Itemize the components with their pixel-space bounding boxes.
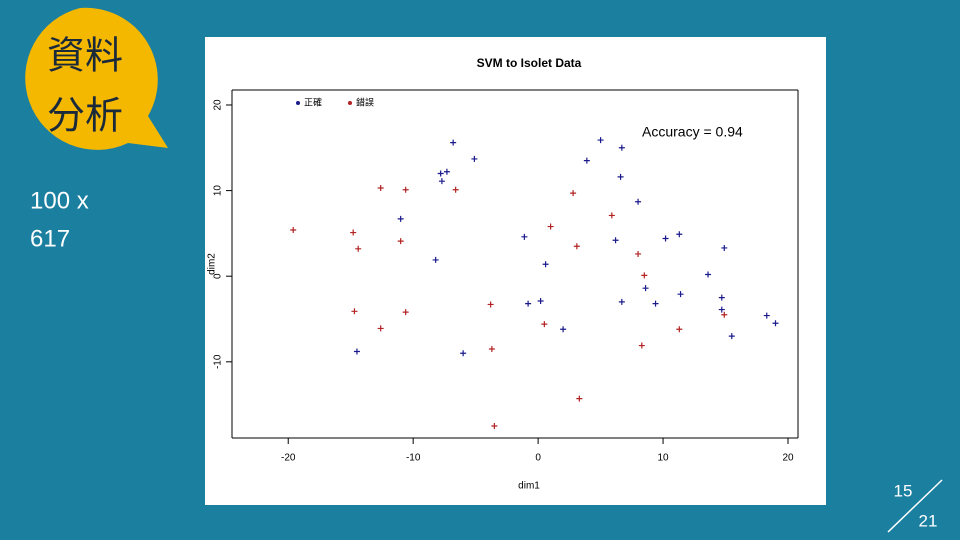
point bbox=[460, 350, 467, 357]
badge-text: 資料 bbox=[47, 34, 123, 78]
x-axis-label: dim1 bbox=[518, 481, 540, 492]
point bbox=[397, 238, 404, 245]
legend-label: 正確 bbox=[304, 96, 322, 107]
point bbox=[547, 223, 554, 230]
point bbox=[677, 291, 684, 298]
point bbox=[452, 186, 459, 193]
y-tick-label: 10 bbox=[213, 185, 224, 197]
point bbox=[353, 348, 360, 355]
point bbox=[642, 285, 649, 292]
point bbox=[676, 231, 683, 238]
point bbox=[438, 178, 445, 185]
point bbox=[705, 271, 712, 278]
page-total: 21 bbox=[919, 511, 938, 530]
y-tick-label: -10 bbox=[213, 354, 224, 369]
point bbox=[437, 170, 444, 177]
point bbox=[618, 144, 625, 151]
y-tick-label: 0 bbox=[213, 273, 224, 279]
point bbox=[576, 395, 583, 402]
x-tick-label: 20 bbox=[782, 453, 794, 464]
point bbox=[718, 294, 725, 301]
page-divider bbox=[887, 479, 943, 533]
point bbox=[487, 301, 494, 308]
point bbox=[662, 235, 669, 242]
point bbox=[772, 320, 779, 327]
point bbox=[608, 212, 615, 219]
point bbox=[635, 198, 642, 205]
point bbox=[432, 256, 439, 263]
point bbox=[638, 342, 645, 349]
point bbox=[521, 233, 528, 240]
point bbox=[351, 308, 358, 315]
chart-background bbox=[205, 37, 826, 505]
point bbox=[641, 272, 648, 279]
y-axis-label: dim2 bbox=[207, 253, 218, 275]
point bbox=[728, 333, 735, 340]
point bbox=[721, 244, 728, 251]
point bbox=[350, 229, 357, 236]
point bbox=[618, 298, 625, 305]
x-tick-label: 0 bbox=[535, 453, 541, 464]
point bbox=[542, 261, 549, 268]
point bbox=[355, 245, 362, 252]
point bbox=[377, 325, 384, 332]
point bbox=[402, 309, 409, 316]
x-tick-label: -20 bbox=[281, 453, 296, 464]
point bbox=[397, 215, 404, 222]
point bbox=[450, 139, 457, 146]
legend-marker bbox=[296, 101, 300, 105]
point bbox=[763, 312, 770, 319]
point bbox=[491, 423, 498, 430]
y-tick-label: 20 bbox=[213, 99, 224, 111]
point bbox=[377, 185, 384, 192]
point bbox=[583, 157, 590, 164]
point bbox=[488, 345, 495, 352]
point bbox=[560, 326, 567, 333]
annotation: Accuracy = 0.94 bbox=[642, 124, 743, 140]
legend-marker bbox=[348, 101, 352, 105]
point bbox=[612, 237, 619, 244]
note-text: 100 x bbox=[30, 187, 89, 214]
point bbox=[573, 243, 580, 250]
point bbox=[676, 326, 683, 333]
chart-title: SVM to Isolet Data bbox=[477, 56, 582, 70]
point bbox=[525, 300, 532, 307]
point bbox=[290, 226, 297, 233]
point bbox=[570, 190, 577, 197]
point bbox=[471, 155, 478, 162]
x-tick-label: -10 bbox=[406, 453, 421, 464]
page-current: 15 bbox=[894, 481, 913, 500]
badge-shape bbox=[25, 7, 168, 150]
legend-label: 錯誤 bbox=[356, 96, 374, 107]
point bbox=[402, 186, 409, 193]
point bbox=[617, 173, 624, 180]
badge-text: 分析 bbox=[47, 94, 123, 138]
point bbox=[597, 137, 604, 144]
point bbox=[721, 311, 728, 318]
point bbox=[537, 298, 544, 305]
note-text: 617 bbox=[30, 225, 70, 252]
point bbox=[443, 168, 450, 175]
point bbox=[652, 300, 659, 307]
point bbox=[718, 306, 725, 313]
point bbox=[541, 321, 548, 328]
x-tick-label: 10 bbox=[657, 453, 669, 464]
point bbox=[635, 250, 642, 257]
